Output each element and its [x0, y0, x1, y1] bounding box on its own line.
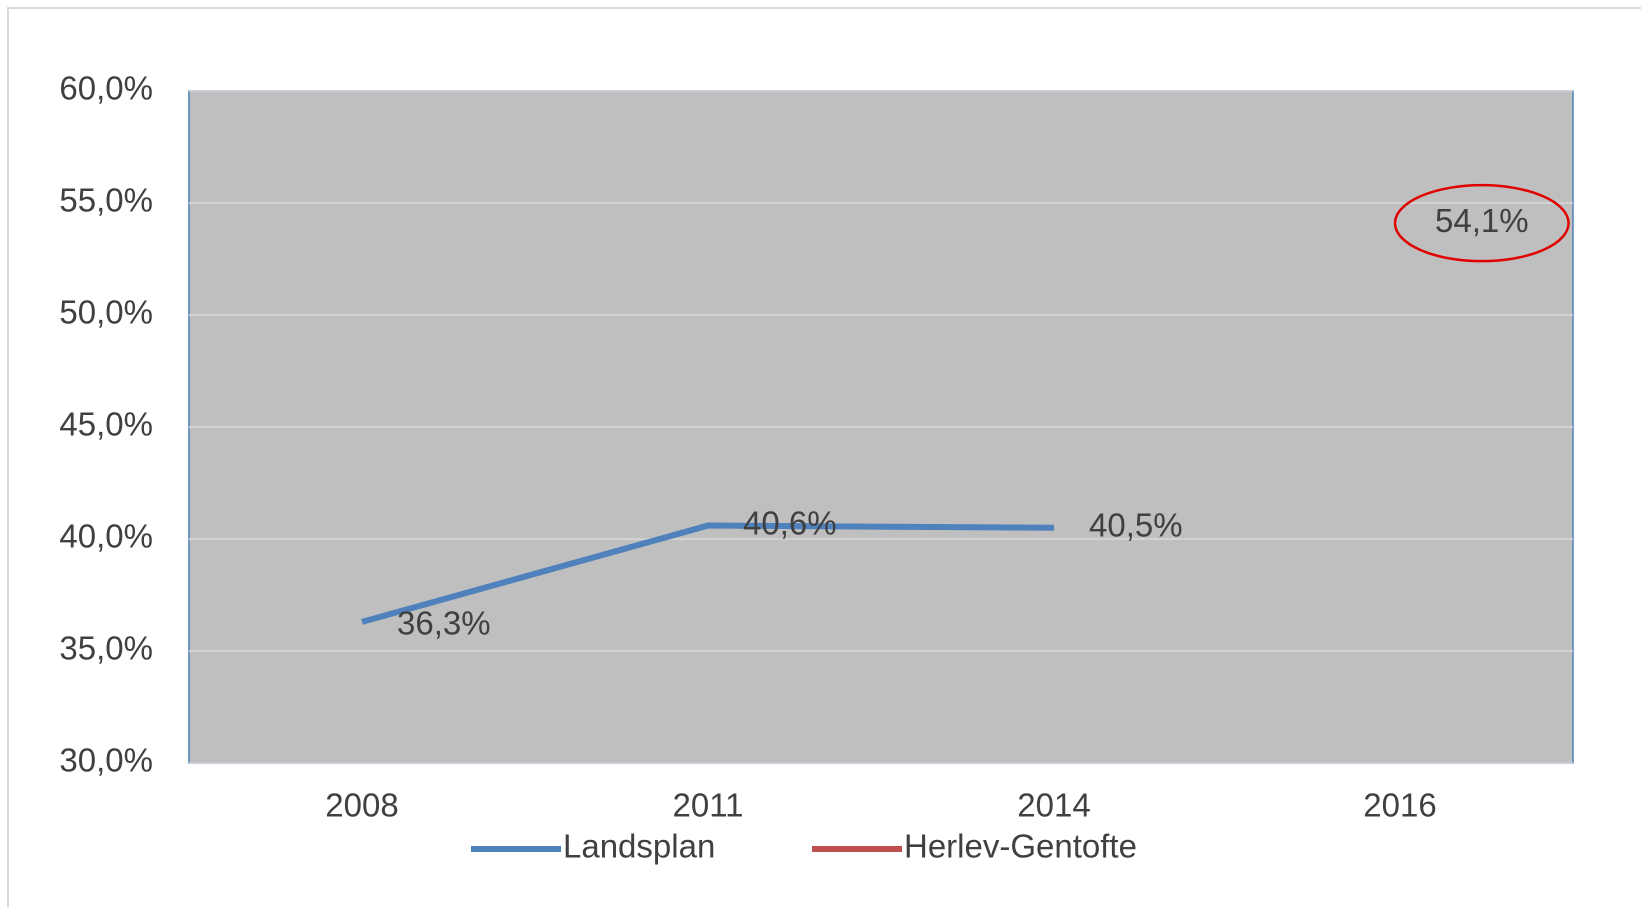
annotation-ellipse [1393, 183, 1570, 263]
y-tick-label: 40,0% [59, 518, 153, 555]
x-tick-label: 2011 [673, 787, 744, 824]
x-tick-label: 2014 [1017, 787, 1090, 824]
y-tick-label: 30,0% [59, 742, 153, 779]
marks [361, 522, 1055, 625]
data-label: 40,6% [743, 504, 837, 541]
data-label: 36,3% [397, 605, 491, 642]
y-tick-label: 55,0% [59, 182, 153, 219]
data-label: 40,5% [1089, 507, 1183, 544]
y-tick-label: 60,0% [59, 70, 153, 107]
series-line [361, 522, 1055, 625]
legend-label: Herlev-Gentofte [904, 828, 1137, 865]
data-label: 54,1% [1435, 202, 1529, 239]
grid [189, 90, 1573, 764]
y-tick-label: 35,0% [59, 630, 153, 667]
legend-label: Landsplan [563, 828, 715, 865]
x-tick-label: 2016 [1363, 787, 1436, 824]
y-tick-label: 50,0% [59, 294, 153, 331]
x-tick-label: 2008 [325, 787, 398, 824]
y-tick-label: 45,0% [59, 406, 153, 443]
